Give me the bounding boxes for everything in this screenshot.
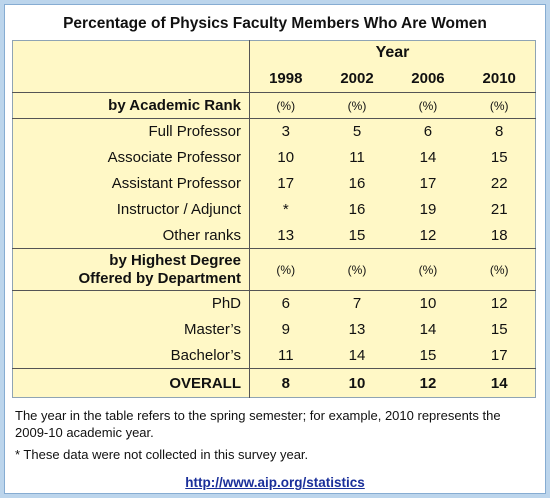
- row-label: Bachelor’s: [12, 342, 250, 369]
- table-row: PhD 6 7 10 12: [12, 290, 536, 317]
- table-row: Master’s 9 13 14 15: [12, 316, 536, 343]
- notes: The year in the table refers to the spri…: [15, 407, 535, 468]
- section-heading: by Highest Degree Offered by Department: [12, 248, 250, 291]
- label-cell: [12, 65, 250, 93]
- value: 6: [281, 295, 290, 313]
- year: 1998: [249, 65, 322, 93]
- unit: (%): [321, 92, 393, 119]
- value: 7: [352, 295, 362, 313]
- table: Year 1998 2002 2006 2010 by Academic Rank (%)(…: [12, 40, 536, 398]
- value: 8: [495, 123, 504, 141]
- value: 11: [349, 149, 365, 166]
- value: 11: [249, 342, 322, 369]
- value: 17: [419, 175, 437, 192]
- unit: (%): [463, 248, 536, 291]
- value: 21: [490, 201, 508, 218]
- note: The year in the table refers to the spri…: [15, 408, 501, 440]
- value: 3: [281, 123, 290, 141]
- year: 2010: [463, 65, 536, 93]
- row-label: Other ranks: [12, 222, 250, 249]
- unit: (%): [249, 248, 322, 291]
- table-row: Instructor / Adjunct * 16 19 21: [12, 196, 536, 223]
- table-row: Other ranks 13 15 12 18: [12, 222, 536, 249]
- label-cell: [12, 40, 250, 66]
- row-label: PhD: [12, 290, 250, 317]
- year: 2002: [321, 65, 393, 93]
- table-row: Year: [12, 40, 536, 66]
- value: 17: [463, 342, 536, 369]
- value: 14: [321, 342, 393, 369]
- overall-label: OVERALL: [12, 368, 250, 398]
- value: 16: [348, 175, 366, 192]
- overall-value: 10: [348, 374, 366, 392]
- value: 22: [490, 175, 508, 192]
- table-row: Bachelor’s 11 14 15 17: [12, 342, 536, 369]
- table-row: by Academic Rank (%) (%) (%) (%): [12, 92, 536, 119]
- value: 15: [392, 342, 464, 369]
- link[interactable]: http://www.aip.org/statistics: [185, 475, 365, 490]
- note: * These data were not collected in this …: [15, 447, 309, 462]
- unit: (%): [321, 248, 393, 291]
- table-row: 1998 2002 2006 2010: [12, 65, 536, 93]
- heading-line: by Academic Rank: [108, 96, 241, 114]
- table-row: Assistant Professor 17 16 17 22: [12, 170, 536, 197]
- value: 12: [392, 222, 464, 249]
- heading-line: by Highest Degree: [109, 251, 241, 269]
- value: *: [282, 201, 289, 218]
- value: 5: [352, 123, 362, 141]
- year: 2006: [392, 65, 464, 93]
- value: 16: [348, 201, 366, 218]
- unit: (%): [392, 92, 464, 119]
- value: 9: [281, 321, 290, 338]
- value: 14: [419, 149, 437, 166]
- value: 12: [490, 295, 508, 313]
- row-label: Instructor / Adjunct: [12, 196, 250, 223]
- row-label: Full Professor: [12, 118, 250, 145]
- table-row: Associate Professor 10 11 14 15: [12, 144, 536, 171]
- value: 18: [463, 222, 536, 249]
- row-label: Master’s: [12, 316, 250, 343]
- row-label: Assistant Professor: [12, 170, 250, 197]
- row-label: Associate Professor: [12, 144, 250, 171]
- table-row: Full Professor 3 5 6 8: [12, 118, 536, 145]
- section-heading: by Academic Rank: [12, 92, 250, 119]
- overall-value: 12: [419, 374, 437, 392]
- overall-value: 14: [490, 374, 508, 392]
- value: 15: [321, 222, 393, 249]
- value: 10: [277, 149, 295, 166]
- value: 6: [423, 123, 433, 141]
- value: 17: [277, 175, 295, 192]
- value: 13: [249, 222, 322, 249]
- overall-value: 8: [281, 374, 290, 392]
- unit: (%): [249, 92, 322, 119]
- table-row: by Highest Degree Offered by Department (%…: [12, 248, 536, 291]
- year-header: Year: [375, 44, 410, 62]
- value: 10: [419, 295, 437, 313]
- unit: (%): [392, 248, 464, 291]
- heading-line: Offered by Department: [78, 269, 241, 287]
- value: 14: [419, 321, 437, 338]
- table-row: OVERALL 8 10 12 14: [12, 368, 536, 398]
- unit: (%): [463, 92, 536, 119]
- value: 19: [419, 201, 437, 218]
- title: Percentage of Physics Faculty Members Wh…: [63, 15, 487, 32]
- value: 13: [348, 321, 366, 338]
- card: Percentage of Physics Faculty Members Wh…: [4, 4, 546, 494]
- value: 15: [490, 321, 508, 338]
- value: 15: [490, 149, 508, 166]
